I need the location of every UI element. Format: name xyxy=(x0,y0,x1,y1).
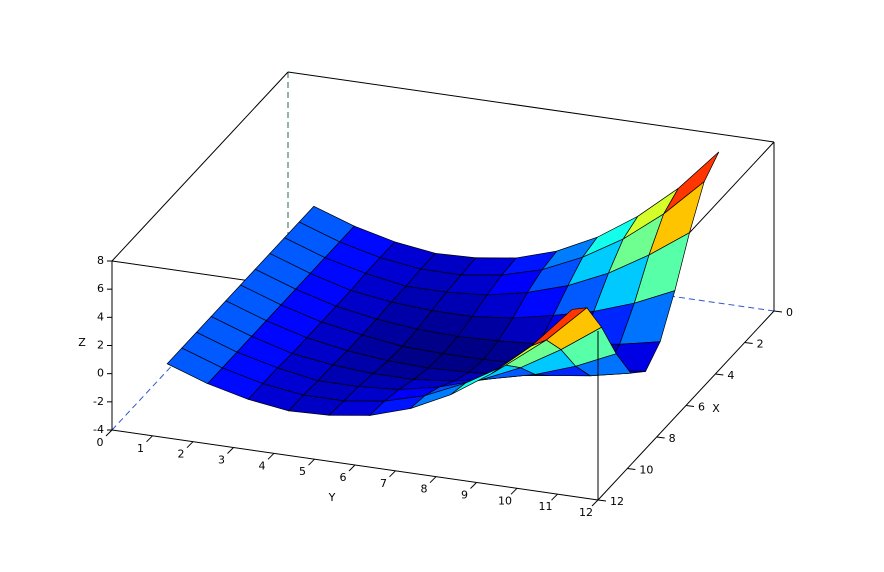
x-tick-label: 12 xyxy=(610,495,624,508)
z-tick-label: -4 xyxy=(93,423,104,436)
x-tick xyxy=(627,468,636,470)
x-tick-label: 6 xyxy=(698,401,705,414)
z-tick-label: 6 xyxy=(97,282,104,295)
y-tick-label: 4 xyxy=(259,459,266,472)
x-tick xyxy=(773,310,783,313)
y-tick-label: 12 xyxy=(579,506,593,519)
box-edge xyxy=(111,71,289,262)
y-tick xyxy=(227,447,234,454)
y-tick-label: 6 xyxy=(340,471,347,484)
y-axis-label: Y xyxy=(328,491,336,504)
y-tick-label: 9 xyxy=(461,489,468,502)
surface-cell xyxy=(531,307,589,347)
x-tick-label: 8 xyxy=(669,432,676,445)
y-tick xyxy=(348,464,356,472)
y-tick xyxy=(470,482,477,489)
z-tick-label: 4 xyxy=(97,310,104,323)
x-tick-label: 10 xyxy=(639,464,653,477)
x-tick xyxy=(744,342,753,344)
y-tick xyxy=(267,452,275,460)
y-tick-label: 1 xyxy=(137,442,144,455)
y-tick-label: 2 xyxy=(178,448,185,461)
x-tick xyxy=(597,499,607,502)
y-tick-label: 10 xyxy=(498,494,512,507)
z-tick-label: 8 xyxy=(97,254,104,267)
y-tick xyxy=(146,435,153,443)
y-tick xyxy=(186,441,194,449)
x-tick xyxy=(685,405,695,407)
z-tick-label: 0 xyxy=(97,367,104,380)
x-tick-label: 4 xyxy=(727,369,734,382)
z-tick-label: 2 xyxy=(97,339,104,352)
y-tick xyxy=(308,458,315,466)
x-tick xyxy=(715,373,724,376)
y-tick xyxy=(591,499,599,507)
y-tick-label: 5 xyxy=(299,465,306,478)
x-tick-label: 2 xyxy=(757,338,764,351)
y-tick-label: 3 xyxy=(218,454,225,467)
x-tick-label: 0 xyxy=(786,306,793,319)
y-tick xyxy=(510,487,518,495)
box-edge xyxy=(287,71,775,143)
y-tick-label: 0 xyxy=(97,436,104,449)
y-tick-label: 11 xyxy=(539,500,553,513)
x-tick xyxy=(656,436,665,439)
y-tick xyxy=(551,493,558,501)
y-tick xyxy=(389,470,396,478)
z-tick-label: -2 xyxy=(93,395,104,408)
y-tick xyxy=(105,429,113,437)
z-axis-label: Z xyxy=(78,336,86,349)
y-tick xyxy=(429,476,437,484)
y-tick-label: 8 xyxy=(421,483,428,496)
x-axis-label: X xyxy=(712,402,720,415)
y-tick-label: 7 xyxy=(380,477,387,490)
